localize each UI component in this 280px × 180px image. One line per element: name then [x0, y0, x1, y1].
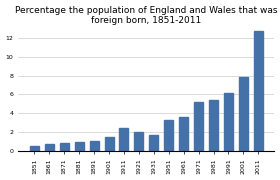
Bar	[239, 76, 248, 151]
Bar	[224, 93, 233, 151]
Bar	[30, 146, 39, 151]
Bar	[149, 135, 158, 151]
Bar	[134, 132, 143, 151]
Bar	[254, 31, 263, 151]
Bar	[209, 100, 218, 151]
Bar	[194, 102, 203, 151]
Bar	[90, 141, 99, 151]
Bar	[60, 143, 69, 151]
Bar	[120, 128, 129, 151]
Bar	[164, 120, 173, 151]
Bar	[104, 137, 113, 151]
Bar	[75, 142, 84, 151]
Bar	[45, 143, 54, 151]
Bar	[179, 117, 188, 151]
Title: Percentage the population of England and Wales that was
foreign born, 1851-2011: Percentage the population of England and…	[15, 6, 277, 25]
